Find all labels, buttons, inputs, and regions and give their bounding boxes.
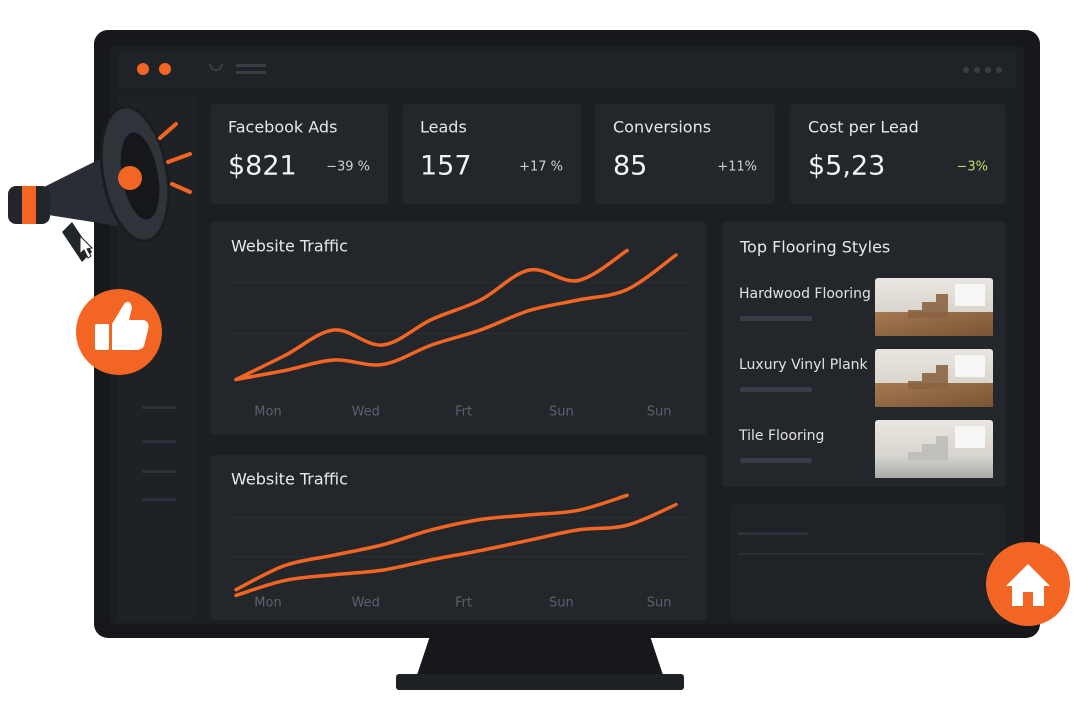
kpi-change: +11%	[717, 160, 757, 175]
x-tick-label: Wed	[352, 405, 380, 420]
kpi-card	[210, 104, 388, 204]
window-dot	[159, 63, 171, 75]
style-photo-stairs	[890, 365, 948, 389]
x-tick-label: Mon	[254, 596, 281, 611]
top-bar	[118, 52, 1016, 88]
styles-title: Top Flooring Styles	[739, 238, 890, 257]
home-icon	[986, 542, 1070, 626]
style-photo-window	[955, 284, 985, 306]
style-name: Luxury Vinyl Plank	[739, 357, 869, 373]
kpi-title: Cost per Lead	[808, 118, 919, 137]
x-tick-label: Sun	[549, 405, 574, 420]
style-name: Tile Flooring	[738, 428, 824, 444]
gridline	[228, 282, 688, 283]
kpi-value: 85	[613, 151, 647, 182]
gridline	[228, 556, 688, 558]
style-photo-stairs	[890, 294, 948, 318]
monitor-stand	[416, 636, 664, 678]
kpi-card	[790, 104, 1006, 204]
style-photo-window	[955, 426, 985, 448]
x-tick-label: Sun	[647, 596, 672, 611]
kpi-change: −39 %	[326, 160, 370, 175]
kpi-title: Leads	[420, 118, 467, 137]
kpi-value: 157	[420, 151, 472, 182]
kpi-title: Conversions	[613, 118, 711, 137]
chart-title: Website Traffic	[231, 470, 348, 489]
kpi-title: Facebook Ads	[228, 118, 337, 137]
style-photo-stairs	[890, 436, 948, 460]
placeholder-panel	[730, 505, 1006, 620]
kpi-card	[402, 104, 581, 204]
style-name: Hardwood Flooring	[739, 286, 871, 302]
like-icon	[76, 289, 162, 375]
x-tick-label: Frt	[455, 596, 472, 611]
x-tick-label: Frt	[455, 405, 472, 420]
style-bar	[740, 458, 812, 463]
traffic-line	[234, 248, 629, 382]
icon	[209, 63, 223, 71]
chart-title: Website Traffic	[231, 237, 348, 256]
more-dots	[963, 67, 1002, 73]
x-tick-label: Sun	[549, 596, 574, 611]
traffic-line	[234, 493, 629, 592]
kpi-change: +17 %	[519, 160, 563, 175]
x-tick-label: Mon	[254, 405, 281, 420]
style-bar	[740, 387, 812, 392]
kpi-card	[595, 104, 775, 204]
kpi-value: $5,23	[808, 151, 885, 182]
x-tick-label: Sun	[647, 405, 672, 420]
chart-panel	[210, 222, 707, 435]
chart-panel	[210, 455, 707, 620]
traffic-line	[234, 253, 678, 382]
gridline	[228, 517, 688, 519]
sidebar-items	[142, 406, 176, 501]
menu-line	[236, 64, 266, 67]
style-bar	[740, 316, 812, 321]
menu-line	[236, 71, 266, 74]
megaphone-icon	[8, 105, 192, 262]
monitor-base	[396, 674, 684, 690]
style-photo-window	[955, 355, 985, 377]
traffic-line	[234, 502, 678, 598]
window-dot	[137, 63, 149, 75]
x-tick-label: Wed	[352, 596, 380, 611]
kpi-change: −3%	[956, 160, 988, 175]
placeholder-line	[738, 532, 808, 535]
gridline	[228, 333, 688, 334]
kpi-value: $821	[228, 151, 297, 182]
placeholder-line	[738, 553, 983, 555]
